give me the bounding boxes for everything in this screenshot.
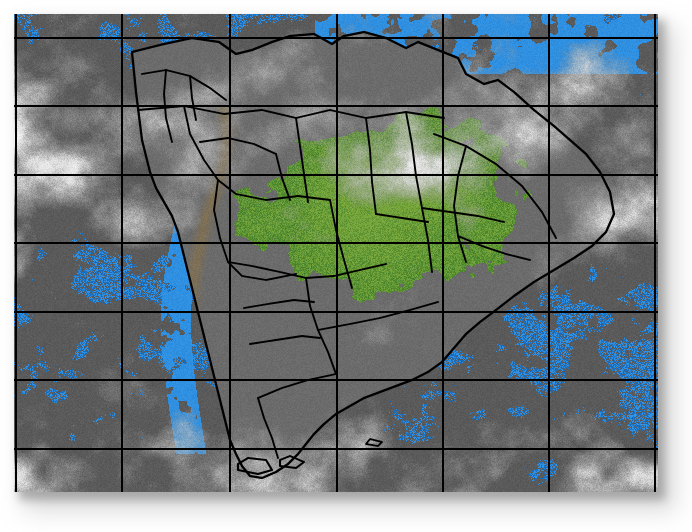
satellite-image-plate[interactable] xyxy=(14,14,658,492)
coastline-and-borders-layer xyxy=(130,30,616,480)
graticule-layer xyxy=(14,14,658,492)
